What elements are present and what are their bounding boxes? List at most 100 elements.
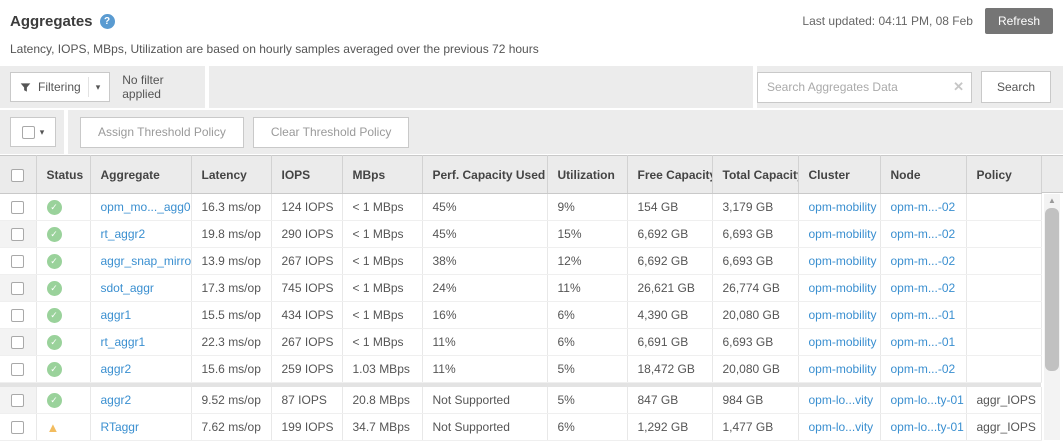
aggregate-link[interactable]: aggr2 (100, 362, 132, 376)
row-checkbox[interactable] (11, 228, 25, 242)
table-row: ▲ RTaggr 7.62 ms/op 199 IOPS 34.7 MBps Not Su… (0, 413, 1042, 441)
aggregate-link[interactable]: RTaggr (100, 420, 139, 434)
total-capacity-cell: 6,693 GB (712, 247, 799, 275)
row-checkbox[interactable] (11, 336, 25, 350)
row-checkbox-cell (0, 328, 37, 356)
status-cell: ✓ (36, 355, 91, 383)
free-capacity-cell: 1,292 GB (627, 413, 713, 441)
filter-status-text: No filter applied (122, 73, 164, 101)
utilization-cell: 6% (547, 328, 628, 356)
select-all-dropdown-button[interactable]: ▾ (10, 117, 56, 147)
utilization-cell: 5% (547, 386, 628, 414)
page-header: Aggregates ? Last updated: 04:11 PM, 08 … (0, 0, 1063, 34)
vertical-scrollbar[interactable]: ▲ (1044, 194, 1060, 440)
column-header-aggregate[interactable]: Aggregate (90, 155, 192, 194)
select-all-checkbox[interactable] (21, 125, 35, 139)
cluster-link[interactable]: opm-mobility (808, 200, 877, 214)
perf-capacity-used-cell: 38% (422, 247, 548, 275)
column-header-perf-capacity-used[interactable]: Perf. Capacity Used↓F (422, 155, 548, 194)
clear-search-icon[interactable]: ✕ (953, 79, 964, 94)
aggregate-link[interactable]: sdot_aggr (100, 281, 154, 295)
node-link[interactable]: opm-m...-02 (890, 200, 956, 214)
cluster-link[interactable]: opm-lo...vity (808, 420, 874, 434)
clear-threshold-policy-button[interactable]: Clear Threshold Policy (252, 116, 410, 148)
node-link[interactable]: opm-m...-01 (890, 308, 956, 322)
row-checkbox[interactable] (11, 363, 25, 377)
status-cell: ✓ (36, 247, 91, 275)
status-cell: ✓ (36, 328, 91, 356)
aggregate-link[interactable]: rt_aggr2 (100, 227, 146, 241)
row-checkbox[interactable] (11, 201, 25, 215)
row-checkbox[interactable] (11, 393, 25, 407)
column-header-node[interactable]: Node (880, 155, 967, 194)
column-header-utilization[interactable]: Utilization (547, 155, 628, 194)
column-header-policy[interactable]: Policy (966, 155, 1042, 194)
help-icon[interactable]: ? (99, 13, 115, 29)
iops-cell: 290 IOPS (271, 220, 343, 248)
column-header-free-capacity[interactable]: Free Capacity (627, 155, 713, 194)
column-header-mbps[interactable]: MBps (342, 155, 423, 194)
row-checkbox[interactable] (11, 282, 25, 296)
free-capacity-cell: 6,692 GB (627, 247, 713, 275)
scrollbar-thumb[interactable] (1045, 208, 1059, 371)
column-header-status[interactable]: Status (36, 155, 91, 194)
aggregate-link[interactable]: aggr1 (100, 308, 132, 322)
cluster-link[interactable]: opm-mobility (808, 335, 877, 349)
cluster-link[interactable]: opm-mobility (808, 254, 877, 268)
cluster-link[interactable]: opm-mobility (808, 227, 877, 241)
total-capacity-cell: 1,477 GB (712, 413, 799, 441)
scroll-up-icon[interactable]: ▲ (1048, 196, 1056, 205)
node-link[interactable]: opm-m...-01 (890, 335, 956, 349)
mbps-cell: < 1 MBps (342, 274, 423, 302)
search-input[interactable] (758, 80, 971, 94)
aggregate-link[interactable]: rt_aggr1 (100, 335, 146, 349)
row-checkbox-cell (0, 193, 37, 221)
node-link[interactable]: opm-m...-02 (890, 254, 956, 268)
policy-cell: aggr_IOPS (966, 386, 1042, 414)
column-label: Utilization (557, 167, 615, 182)
header-checkbox[interactable] (11, 168, 25, 182)
chevron-down-icon: ▾ (95, 81, 101, 92)
filtering-button[interactable]: Filtering ▾ (10, 72, 111, 102)
table-row: ✓ aggr_snap_mirror 13.9 ms/op 267 IOPS < 1 M… (0, 247, 1042, 275)
column-label: Latency (201, 167, 247, 182)
total-capacity-cell: 984 GB (712, 386, 799, 414)
perf-capacity-used-cell: Not Supported (422, 413, 548, 441)
row-checkbox[interactable] (11, 309, 25, 323)
search-button[interactable]: Search (980, 71, 1051, 103)
cluster-link[interactable]: opm-lo...vity (808, 392, 874, 407)
node-link[interactable]: opm-m...-02 (890, 227, 956, 241)
mbps-cell: < 1 MBps (342, 247, 423, 275)
refresh-button[interactable]: Refresh (984, 8, 1053, 34)
assign-threshold-policy-button[interactable]: Assign Threshold Policy (80, 116, 244, 148)
funnel-icon (20, 82, 31, 92)
toolbar-spacer (209, 66, 753, 108)
aggregate-link[interactable]: opm_mo..._agg0 (100, 200, 191, 214)
column-header-iops[interactable]: IOPS (271, 155, 343, 194)
total-capacity-cell: 26,774 GB (712, 274, 799, 302)
row-checkbox[interactable] (11, 255, 25, 269)
column-header-total-capacity[interactable]: Total Capacity (712, 155, 799, 194)
cluster-link[interactable]: opm-mobility (808, 281, 877, 295)
node-link[interactable]: opm-lo...ty-01 (890, 420, 964, 434)
column-header-latency[interactable]: Latency (191, 155, 272, 194)
row-checkbox-cell (0, 274, 37, 302)
total-capacity-cell: 6,693 GB (712, 220, 799, 248)
aggregate-link[interactable]: aggr2 (100, 392, 132, 407)
node-link[interactable]: opm-m...-02 (890, 362, 956, 376)
column-header-cluster[interactable]: Cluster (798, 155, 881, 194)
mbps-cell: 1.03 MBps (342, 355, 423, 383)
total-capacity-cell: 20,080 GB (712, 355, 799, 383)
total-capacity-cell: 3,179 GB (712, 193, 799, 221)
aggregate-link[interactable]: aggr_snap_mirror (100, 254, 191, 268)
node-link[interactable]: opm-lo...ty-01 (890, 392, 964, 407)
node-link[interactable]: opm-m...-02 (890, 281, 956, 295)
latency-cell: 7.62 ms/op (191, 413, 272, 441)
latency-cell: 15.6 ms/op (191, 355, 272, 383)
aggregates-table-wrap: Status Aggregate Latency IOPS MBps Perf. Capa… (0, 155, 1063, 441)
column-label: Cluster (808, 167, 850, 182)
cluster-link[interactable]: opm-mobility (808, 362, 877, 376)
perf-capacity-used-cell: 11% (422, 355, 548, 383)
cluster-link[interactable]: opm-mobility (808, 308, 877, 322)
row-checkbox[interactable] (11, 421, 25, 435)
